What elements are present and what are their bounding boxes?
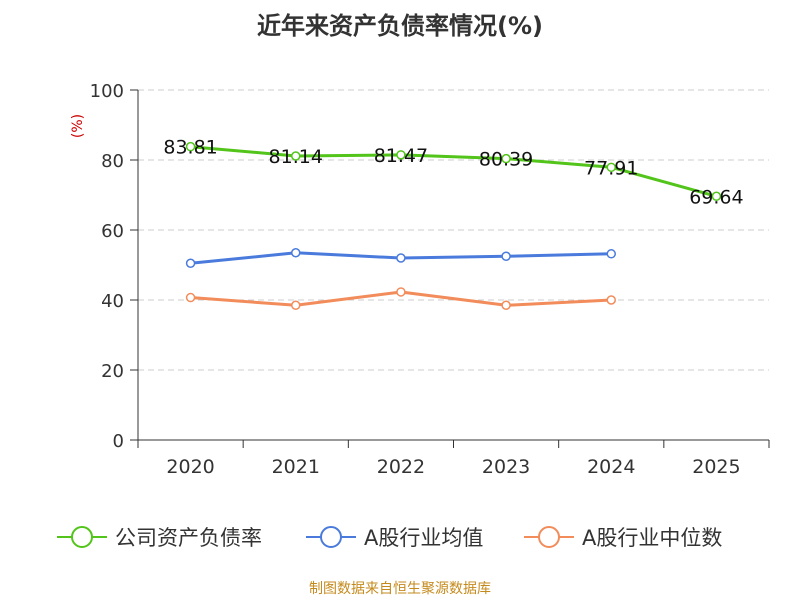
data-point	[396, 287, 406, 297]
y-tick-label: 0	[113, 431, 124, 452]
data-point	[501, 300, 511, 310]
data-label: 81.47	[374, 145, 428, 167]
y-tick-label: 40	[101, 291, 124, 312]
data-point	[606, 295, 616, 305]
data-point	[291, 151, 301, 161]
data-point	[606, 249, 616, 259]
y-axis-unit-label: (%)	[70, 114, 86, 138]
x-tick-label: 2022	[377, 456, 425, 478]
data-label: 81.14	[269, 146, 323, 168]
x-tick-label: 2021	[272, 456, 320, 478]
legend-label: A股行业均值	[364, 526, 483, 550]
data-point	[185, 258, 196, 268]
data-label: 83.81	[163, 137, 217, 159]
legend-marker	[320, 526, 342, 548]
data-point	[501, 251, 511, 261]
data-point	[291, 248, 301, 258]
series-layer	[185, 141, 722, 310]
data-point	[501, 153, 511, 164]
y-tick-label: 100	[90, 81, 124, 102]
data-label: 77.91	[584, 157, 638, 179]
legend-label: 公司资产负债率	[115, 526, 262, 550]
x-tick-label: 2024	[587, 456, 635, 478]
y-tick-label: 60	[101, 221, 124, 242]
data-point	[606, 162, 616, 173]
grid-lines	[138, 89, 769, 371]
x-tick-label: 2023	[482, 456, 530, 478]
data-point	[185, 292, 196, 303]
legend-marker	[71, 526, 93, 548]
legend: 公司资产负债率 A股行业均值 A股行业中位数	[57, 526, 722, 550]
data-point	[185, 141, 196, 152]
legend-marker	[538, 526, 560, 548]
y-tick-label: 80	[101, 151, 124, 172]
y-tick-label: 20	[101, 361, 124, 382]
data-point	[396, 150, 406, 160]
data-point	[291, 300, 301, 310]
data-label: 69.64	[689, 186, 743, 208]
legend-label: A股行业中位数	[582, 526, 722, 550]
axes: 0 20 40 60 80 100(%) 2020 2021 2022 2023 2024 2025	[70, 81, 770, 478]
data-label: 80.39	[479, 149, 533, 171]
data-labels: 83.81 81.14 81.47 80.39 77.91 69.64	[163, 137, 743, 209]
x-tick-label: 2025	[692, 456, 740, 478]
data-source-note: 制图数据来自恒生聚源数据库	[309, 581, 491, 597]
series-line-0	[190, 145, 717, 198]
x-tick-label: 2020	[166, 456, 214, 478]
data-point	[711, 191, 722, 202]
chart-title: 近年来资产负债率情况(%)	[257, 12, 543, 40]
data-point	[396, 253, 406, 263]
